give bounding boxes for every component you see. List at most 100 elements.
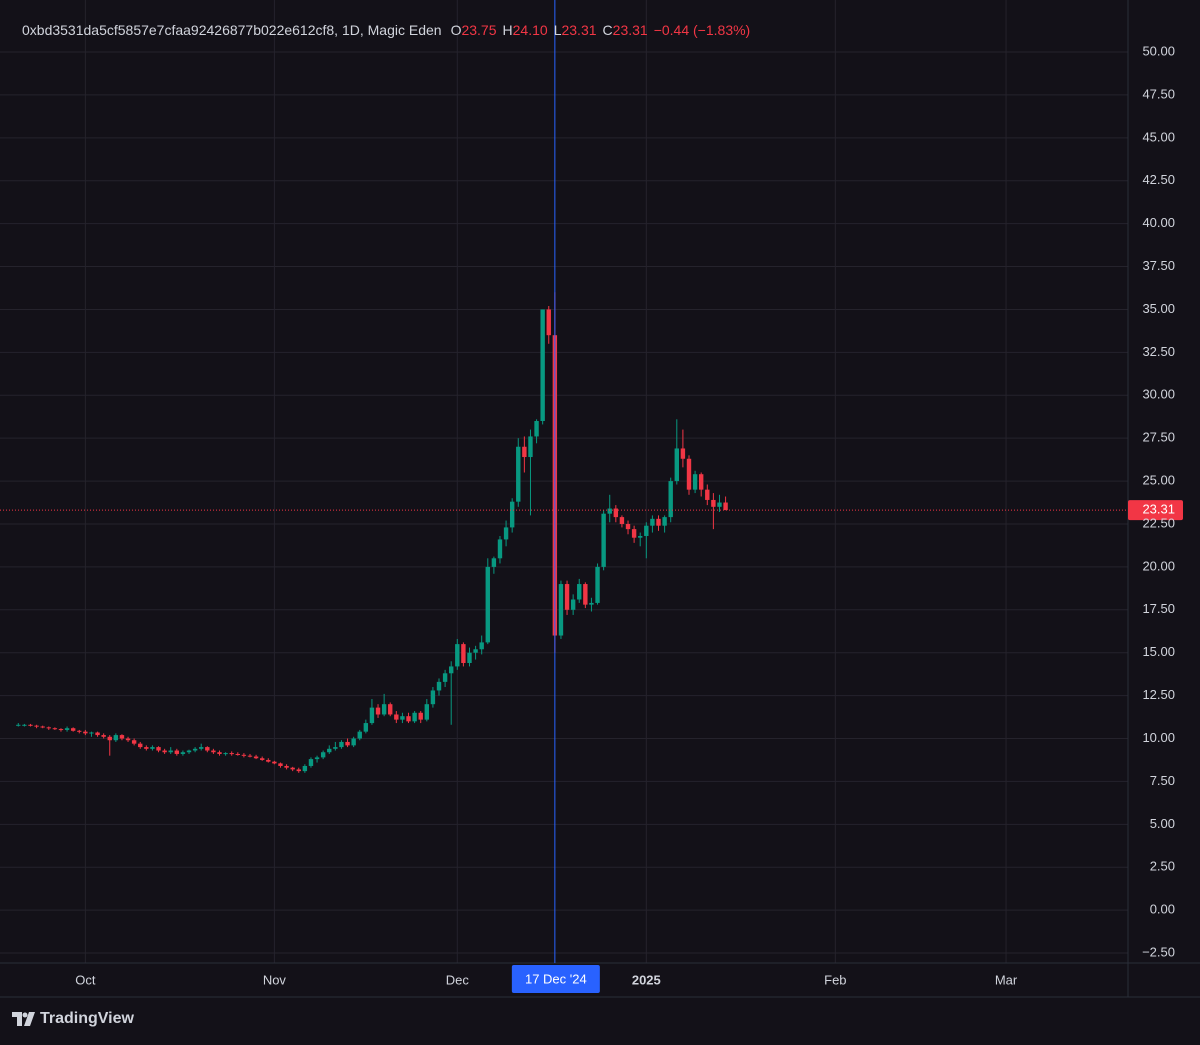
candles <box>16 292 728 773</box>
candle-body <box>266 759 271 762</box>
y-tick-label: 40.00 <box>1142 215 1175 230</box>
brand-logo: TradingView <box>12 1010 135 1027</box>
candle-body <box>22 724 27 726</box>
candle-body <box>235 753 240 755</box>
change: −0.44 (−1.83%) <box>654 22 751 38</box>
y-tick-label: 0.00 <box>1150 902 1175 917</box>
field-value: 24.10 <box>513 22 548 38</box>
candle-body <box>601 513 606 567</box>
candle-body <box>607 508 612 514</box>
candle-body <box>107 736 112 741</box>
y-tick-label: 30.00 <box>1142 387 1175 402</box>
candle-body <box>131 740 137 744</box>
candle-body <box>40 726 45 728</box>
candle-body <box>77 730 82 732</box>
candle-body <box>101 735 106 737</box>
candle-body <box>418 712 423 720</box>
y-tick-label: 22.50 <box>1142 515 1175 530</box>
x-tick-label: Oct <box>75 972 96 987</box>
candle-body <box>668 481 673 518</box>
y-tick-label: 45.00 <box>1142 129 1175 144</box>
candle-body <box>375 707 381 715</box>
y-tick-label: 15.00 <box>1142 644 1175 659</box>
y-tick-label: 32.50 <box>1142 344 1175 359</box>
candle-body <box>442 673 448 682</box>
last-price-label: 23.31 <box>1142 502 1175 517</box>
candle-body <box>199 747 204 749</box>
candle-body <box>479 642 484 650</box>
candle-body <box>113 735 119 741</box>
candle-body <box>83 731 88 734</box>
candle-body <box>95 732 100 736</box>
candle-body <box>278 763 283 766</box>
y-tick-label: 27.50 <box>1142 430 1175 445</box>
candle-body <box>162 750 167 753</box>
y-tick-label: 35.00 <box>1142 301 1175 316</box>
y-tick-label: 2.50 <box>1150 859 1175 874</box>
candle-body <box>339 741 344 748</box>
candle-body <box>412 712 417 722</box>
y-tick-label: 20.00 <box>1142 558 1175 573</box>
candle-body <box>436 681 442 691</box>
y-tick-label: 42.50 <box>1142 172 1175 187</box>
field-value: 23.75 <box>461 22 496 38</box>
candle-body <box>144 747 149 749</box>
candle-body <box>150 747 155 749</box>
candle-body <box>369 707 375 724</box>
candle-body <box>522 446 527 458</box>
candle-body <box>638 535 643 538</box>
field-key: O <box>451 22 462 38</box>
candle-body <box>619 517 625 524</box>
candle-body <box>686 458 692 490</box>
candle-body <box>613 508 619 518</box>
candle-body <box>516 446 521 502</box>
candle-body <box>302 765 308 772</box>
candle-body <box>70 728 76 731</box>
candle-body <box>119 735 125 739</box>
y-tick-label: 47.50 <box>1142 86 1175 101</box>
field-key: L <box>554 22 562 38</box>
candle-body <box>491 558 497 567</box>
candle-body <box>351 738 356 746</box>
field-value: 23.31 <box>613 22 648 38</box>
candle-body <box>327 748 332 753</box>
candle-body <box>430 690 436 705</box>
field-key: C <box>603 22 613 38</box>
candle-body <box>381 704 387 715</box>
candle-body <box>16 724 21 726</box>
candle-body <box>650 518 655 526</box>
candle-body <box>223 753 228 755</box>
candle-body <box>497 539 503 559</box>
candle-body <box>284 765 289 768</box>
candle-body <box>388 704 393 715</box>
candle-body <box>595 566 600 603</box>
candle-body <box>400 716 405 720</box>
candle-body <box>333 747 338 749</box>
candle-body <box>168 750 173 753</box>
overlay: 23.31 17 Dec '24 <box>0 0 1183 993</box>
field-key: H <box>503 22 513 38</box>
candle-body <box>528 436 533 458</box>
candle-body <box>125 738 131 741</box>
candle-body <box>570 599 576 610</box>
candle-body <box>461 644 466 663</box>
candle-body <box>711 499 716 507</box>
candle-body <box>564 584 570 610</box>
y-tick-label: 10.00 <box>1142 730 1175 745</box>
candle-body <box>625 523 631 530</box>
field-value: 23.31 <box>561 22 596 38</box>
candle-body <box>631 529 637 538</box>
logo-dot <box>22 1012 28 1018</box>
candle-body <box>64 728 70 730</box>
candle-body <box>674 448 679 482</box>
candle-body <box>577 584 582 600</box>
symbol: 0xbd3531da5cf5857e7cfaa92426877b022e612c… <box>22 22 442 38</box>
candle-body <box>156 747 161 751</box>
candle-body <box>241 754 247 756</box>
candle-body <box>34 725 39 727</box>
y-tick-label: 5.00 <box>1150 816 1175 831</box>
candle-body <box>406 716 411 722</box>
candle-body <box>259 758 265 760</box>
